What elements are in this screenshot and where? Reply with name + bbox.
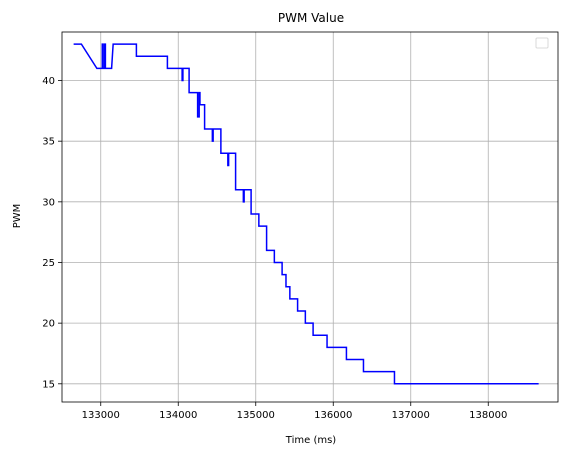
- y-tick-label: 20: [42, 319, 55, 330]
- series-line: [73, 43, 539, 385]
- legend-box: [535, 37, 549, 49]
- y-tick-label: 25: [42, 258, 55, 269]
- y-tick-label: 40: [42, 76, 55, 87]
- x-tick-label: 133000: [82, 410, 120, 421]
- axis-ticks: 133000 134000 135000 136000 137000 138000 15 20…: [42, 76, 507, 421]
- y-axis-label: PWM: [12, 204, 23, 229]
- y-tick-label: 15: [42, 379, 55, 390]
- grid-lines: [62, 32, 558, 402]
- data-series: [73, 43, 539, 385]
- chart-title: PWM Value: [278, 11, 344, 25]
- plot-frame: [61, 31, 559, 403]
- x-tick-label: 134000: [159, 410, 197, 421]
- x-tick-label: 137000: [392, 410, 430, 421]
- x-axis-label: Time (ms): [285, 435, 337, 446]
- y-tick-label: 30: [42, 197, 55, 208]
- x-tick-label: 138000: [469, 410, 507, 421]
- y-tick-label: 35: [42, 137, 55, 148]
- x-tick-label: 135000: [237, 410, 275, 421]
- x-tick-label: 136000: [314, 410, 352, 421]
